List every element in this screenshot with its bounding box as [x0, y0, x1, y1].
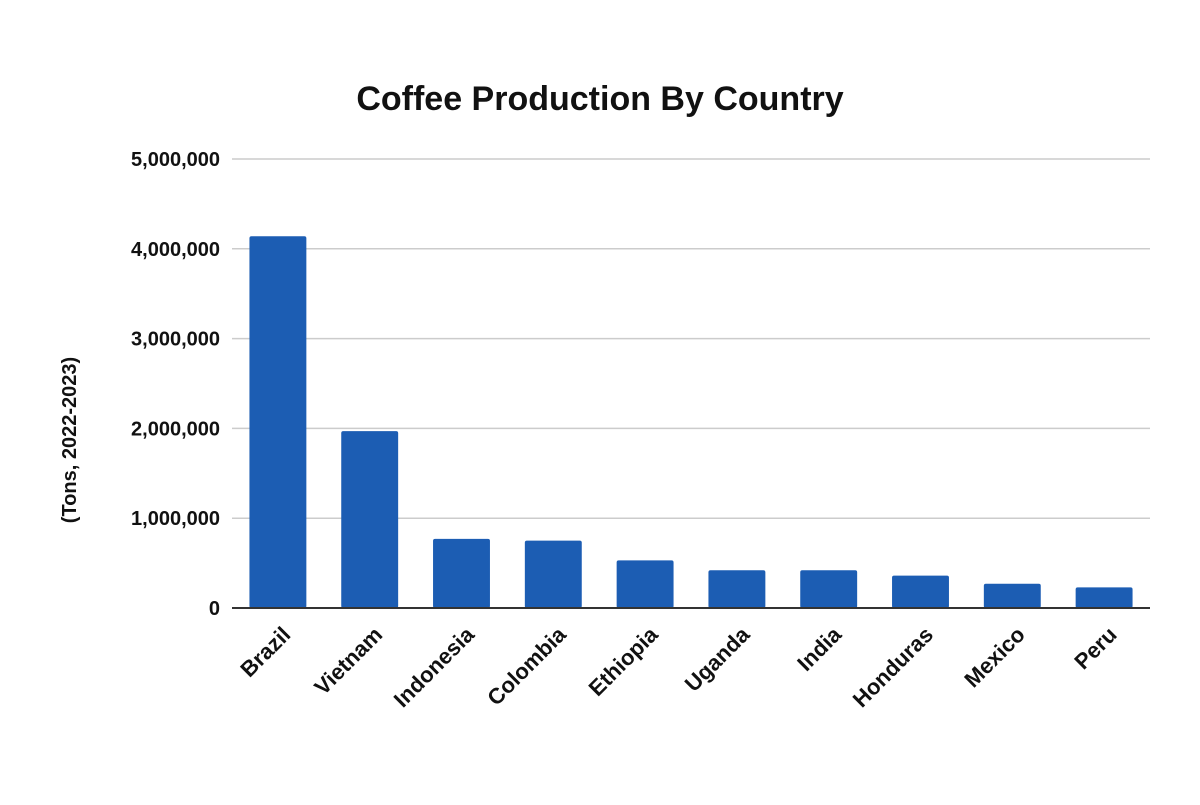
x-tick-label: Brazil	[235, 622, 295, 682]
y-tick-label: 3,000,000	[131, 329, 220, 351]
x-tick-label: Mexico	[959, 622, 1029, 692]
bar-ethiopia	[616, 560, 674, 608]
bar-vietnam	[341, 431, 399, 608]
bar-india	[800, 570, 858, 608]
x-tick-label: Colombia	[482, 621, 571, 710]
bar-uganda	[708, 570, 766, 608]
gridlines	[232, 158, 1150, 519]
x-tick-label: Uganda	[680, 621, 755, 696]
bar-peru	[1075, 587, 1133, 608]
x-tick-label: Honduras	[848, 622, 938, 712]
y-tick-label: 4,000,000	[131, 239, 220, 261]
bar-colombia	[524, 540, 582, 608]
y-axis-ticks: 0 1,000,000 2,000,000 3,000,000 4,000,000 5,0…	[131, 149, 220, 620]
x-tick-label: Ethiopia	[584, 621, 664, 701]
x-tick-label: India	[792, 621, 847, 676]
bar-indonesia	[433, 538, 490, 608]
bar-brazil	[249, 236, 307, 608]
x-tick-label: Indonesia	[389, 621, 480, 712]
x-tick-label: Vietnam	[309, 622, 387, 700]
bars	[249, 236, 1133, 608]
y-tick-label: 2,000,000	[131, 418, 220, 440]
bar-honduras	[892, 575, 949, 608]
y-tick-label: 1,000,000	[131, 508, 220, 530]
y-axis-label: (Tons, 2022-2023)	[59, 357, 81, 523]
x-tick-label: Peru	[1069, 622, 1121, 674]
y-tick-label: 0	[209, 598, 220, 620]
y-tick-label: 5,000,000	[131, 149, 220, 171]
x-axis-ticks: Brazil Vietnam Indonesia Colombia Ethiopia Ug…	[235, 621, 1121, 712]
chart-title: Coffee Production By Country	[356, 80, 843, 118]
bar-mexico	[983, 583, 1041, 608]
